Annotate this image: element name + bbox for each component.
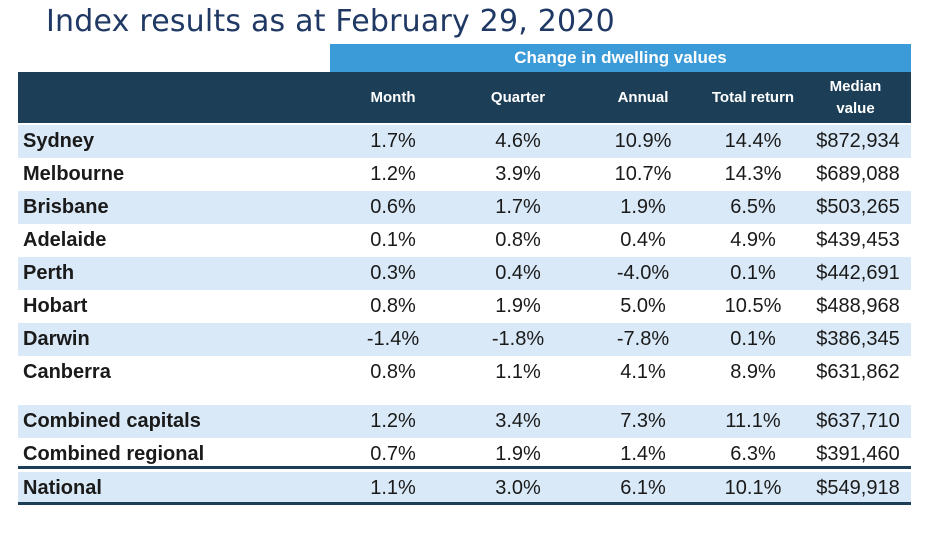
table-cell: 3.9% xyxy=(495,163,541,185)
table-cell: 6.5% xyxy=(730,196,776,218)
group-header-band: Change in dwelling values xyxy=(330,44,911,72)
table-row: Adelaide 0.1% 0.8% 0.4% 4.9% $439,453 xyxy=(18,224,911,257)
table-row: Combined capitals 1.2% 3.4% 7.3% 11.1% $637,7… xyxy=(18,405,911,438)
table-cell: 0.8% xyxy=(495,229,541,251)
table-cell: 4.1% xyxy=(620,361,666,383)
table-cell: -1.4% xyxy=(366,328,420,350)
table-cell: 1.9% xyxy=(620,196,666,218)
table-cell: 0.4% xyxy=(620,229,666,251)
table-row: Hobart 0.8% 1.9% 5.0% 10.5% $488,968 xyxy=(18,290,911,323)
table-bottom-rule xyxy=(18,502,911,505)
row-label: Darwin xyxy=(23,328,90,350)
table-cell: 1.9% xyxy=(495,295,541,317)
table-cell: 4.9% xyxy=(730,229,776,251)
table-row: Brisbane 0.6% 1.7% 1.9% 6.5% $503,265 xyxy=(18,191,911,224)
table-cell: -1.8% xyxy=(491,328,545,350)
column-header-median-value: Median value xyxy=(813,72,898,123)
row-label: National xyxy=(23,477,102,499)
table-cell: 0.1% xyxy=(370,229,416,251)
table-cell: 0.1% xyxy=(730,328,776,350)
table-cell: -4.0% xyxy=(616,262,670,284)
median-value-label: Median value xyxy=(829,77,882,117)
table-row: Canberra 0.8% 1.1% 4.1% 8.9% $631,862 xyxy=(18,356,911,389)
table-cell: 0.8% xyxy=(370,295,416,317)
table-cell: 14.4% xyxy=(724,130,782,152)
row-label: Combined regional xyxy=(23,443,205,465)
table-cell: $631,862 xyxy=(816,361,900,383)
table-cell: $488,968 xyxy=(816,295,900,317)
table-cell: $386,345 xyxy=(816,328,900,350)
table-cell: $549,918 xyxy=(816,477,900,499)
row-label: Perth xyxy=(23,262,75,284)
table-cell: 10.9% xyxy=(614,130,672,152)
table-cell: $872,934 xyxy=(816,130,900,152)
row-label: Combined capitals xyxy=(23,410,201,432)
national-divider-top xyxy=(18,466,911,469)
page-title: Index results as at February 29, 2020 xyxy=(46,4,615,39)
table-cell: $442,691 xyxy=(816,262,900,284)
table-cell: $391,460 xyxy=(816,443,900,465)
table-cell: -7.8% xyxy=(616,328,670,350)
table-cell: 8.9% xyxy=(730,361,776,383)
column-header-annual: Annual xyxy=(617,88,669,106)
row-label: Hobart xyxy=(23,295,88,317)
table-cell: 1.7% xyxy=(370,130,416,152)
table-row: National 1.1% 3.0% 6.1% 10.1% $549,918 xyxy=(18,472,911,505)
table-cell: 10.1% xyxy=(724,477,782,499)
table-row: Perth 0.3% 0.4% -4.0% 0.1% $442,691 xyxy=(18,257,911,290)
table-cell: $503,265 xyxy=(816,196,900,218)
row-label: Adelaide xyxy=(23,229,107,251)
table-cell: 0.6% xyxy=(370,196,416,218)
table-row: Sydney 1.7% 4.6% 10.9% 14.4% $872,934 xyxy=(18,125,911,158)
table-row: Combined regional 0.7% 1.9% 1.4% 6.3% $391,46… xyxy=(18,438,911,471)
table-header: Month Quarter Annual Total return Median… xyxy=(18,72,911,123)
table-row: Melbourne 1.2% 3.9% 10.7% 14.3% $689,088 xyxy=(18,158,911,191)
column-header-total-return: Total return xyxy=(711,88,795,106)
row-label: Canberra xyxy=(23,361,111,383)
table-cell: $689,088 xyxy=(816,163,900,185)
column-header-month: Month xyxy=(370,88,416,106)
table-cell: 10.7% xyxy=(614,163,672,185)
table-cell: 5.0% xyxy=(620,295,666,317)
table-cell: $637,710 xyxy=(816,410,900,432)
table-cell: 10.5% xyxy=(724,295,782,317)
table-cell: 0.3% xyxy=(370,262,416,284)
table-cell: 1.1% xyxy=(495,361,541,383)
row-label: Brisbane xyxy=(23,196,109,218)
table-cell: 7.3% xyxy=(620,410,666,432)
table-cell: 4.6% xyxy=(495,130,541,152)
table-cell: 0.4% xyxy=(495,262,541,284)
table-cell: 1.4% xyxy=(620,443,666,465)
row-label: Melbourne xyxy=(23,163,125,185)
table-cell: 0.7% xyxy=(370,443,416,465)
table-cell: 6.3% xyxy=(730,443,776,465)
row-label: Sydney xyxy=(23,130,95,152)
column-header-quarter: Quarter xyxy=(490,88,546,106)
table-row: Darwin -1.4% -1.8% -7.8% 0.1% $386,345 xyxy=(18,323,911,356)
table-cell: 3.0% xyxy=(495,477,541,499)
table-cell: 1.7% xyxy=(495,196,541,218)
table-cell: 0.1% xyxy=(730,262,776,284)
table-cell: 14.3% xyxy=(724,163,782,185)
table-cell: 11.1% xyxy=(725,410,781,432)
table-cell: 1.1% xyxy=(370,477,416,499)
table-cell: 3.4% xyxy=(495,410,541,432)
table-cell: $439,453 xyxy=(816,229,900,251)
table-cell: 1.9% xyxy=(495,443,541,465)
table-cell: 1.2% xyxy=(370,163,416,185)
table-cell: 6.1% xyxy=(620,477,666,499)
table-cell: 1.2% xyxy=(370,410,416,432)
table-cell: 0.8% xyxy=(370,361,416,383)
